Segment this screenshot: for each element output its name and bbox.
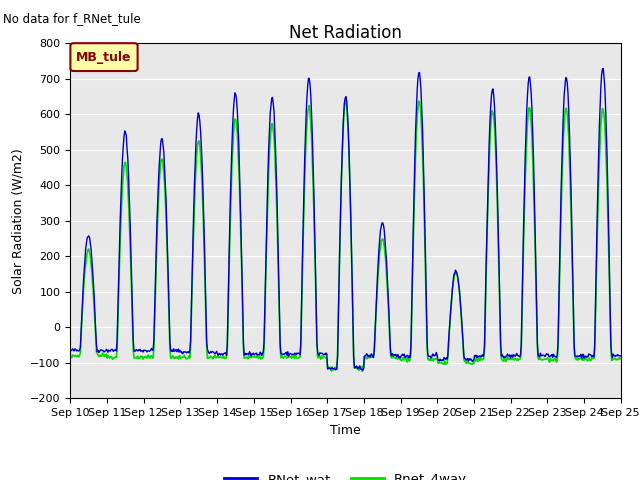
RNet_wat bbox=[77, 345, 84, 350]
RNet_wat bbox=[67, 347, 74, 353]
RNet_wat bbox=[189, 240, 196, 246]
Title: Net Radiation: Net Radiation bbox=[289, 24, 402, 42]
RNet_wat bbox=[133, 347, 141, 353]
RNet_wat bbox=[359, 368, 367, 373]
Legend: RNet_wat, Rnet_4way: RNet_wat, Rnet_4way bbox=[219, 468, 472, 480]
Rnet_4way bbox=[430, 356, 438, 362]
Line: Rnet_4way: Rnet_4way bbox=[70, 100, 621, 372]
Rnet_4way bbox=[341, 97, 349, 103]
Rnet_4way bbox=[67, 353, 74, 359]
Rnet_4way bbox=[414, 104, 422, 110]
Y-axis label: Solar Radiation (W/m2): Solar Radiation (W/m2) bbox=[12, 148, 24, 294]
RNet_wat bbox=[218, 351, 226, 357]
Line: RNet_wat: RNet_wat bbox=[70, 69, 621, 371]
RNet_wat bbox=[617, 353, 625, 359]
Rnet_4way bbox=[77, 350, 84, 356]
Rnet_4way bbox=[189, 252, 196, 257]
Text: MB_tule: MB_tule bbox=[76, 50, 132, 64]
Rnet_4way bbox=[133, 355, 141, 361]
Rnet_4way bbox=[617, 356, 625, 361]
X-axis label: Time: Time bbox=[330, 424, 361, 437]
RNet_wat bbox=[429, 351, 437, 357]
RNet_wat bbox=[413, 87, 421, 93]
Rnet_4way bbox=[358, 369, 366, 374]
Rnet_4way bbox=[218, 355, 226, 361]
RNet_wat bbox=[599, 66, 607, 72]
Text: No data for f_RNet_tule: No data for f_RNet_tule bbox=[3, 12, 141, 25]
